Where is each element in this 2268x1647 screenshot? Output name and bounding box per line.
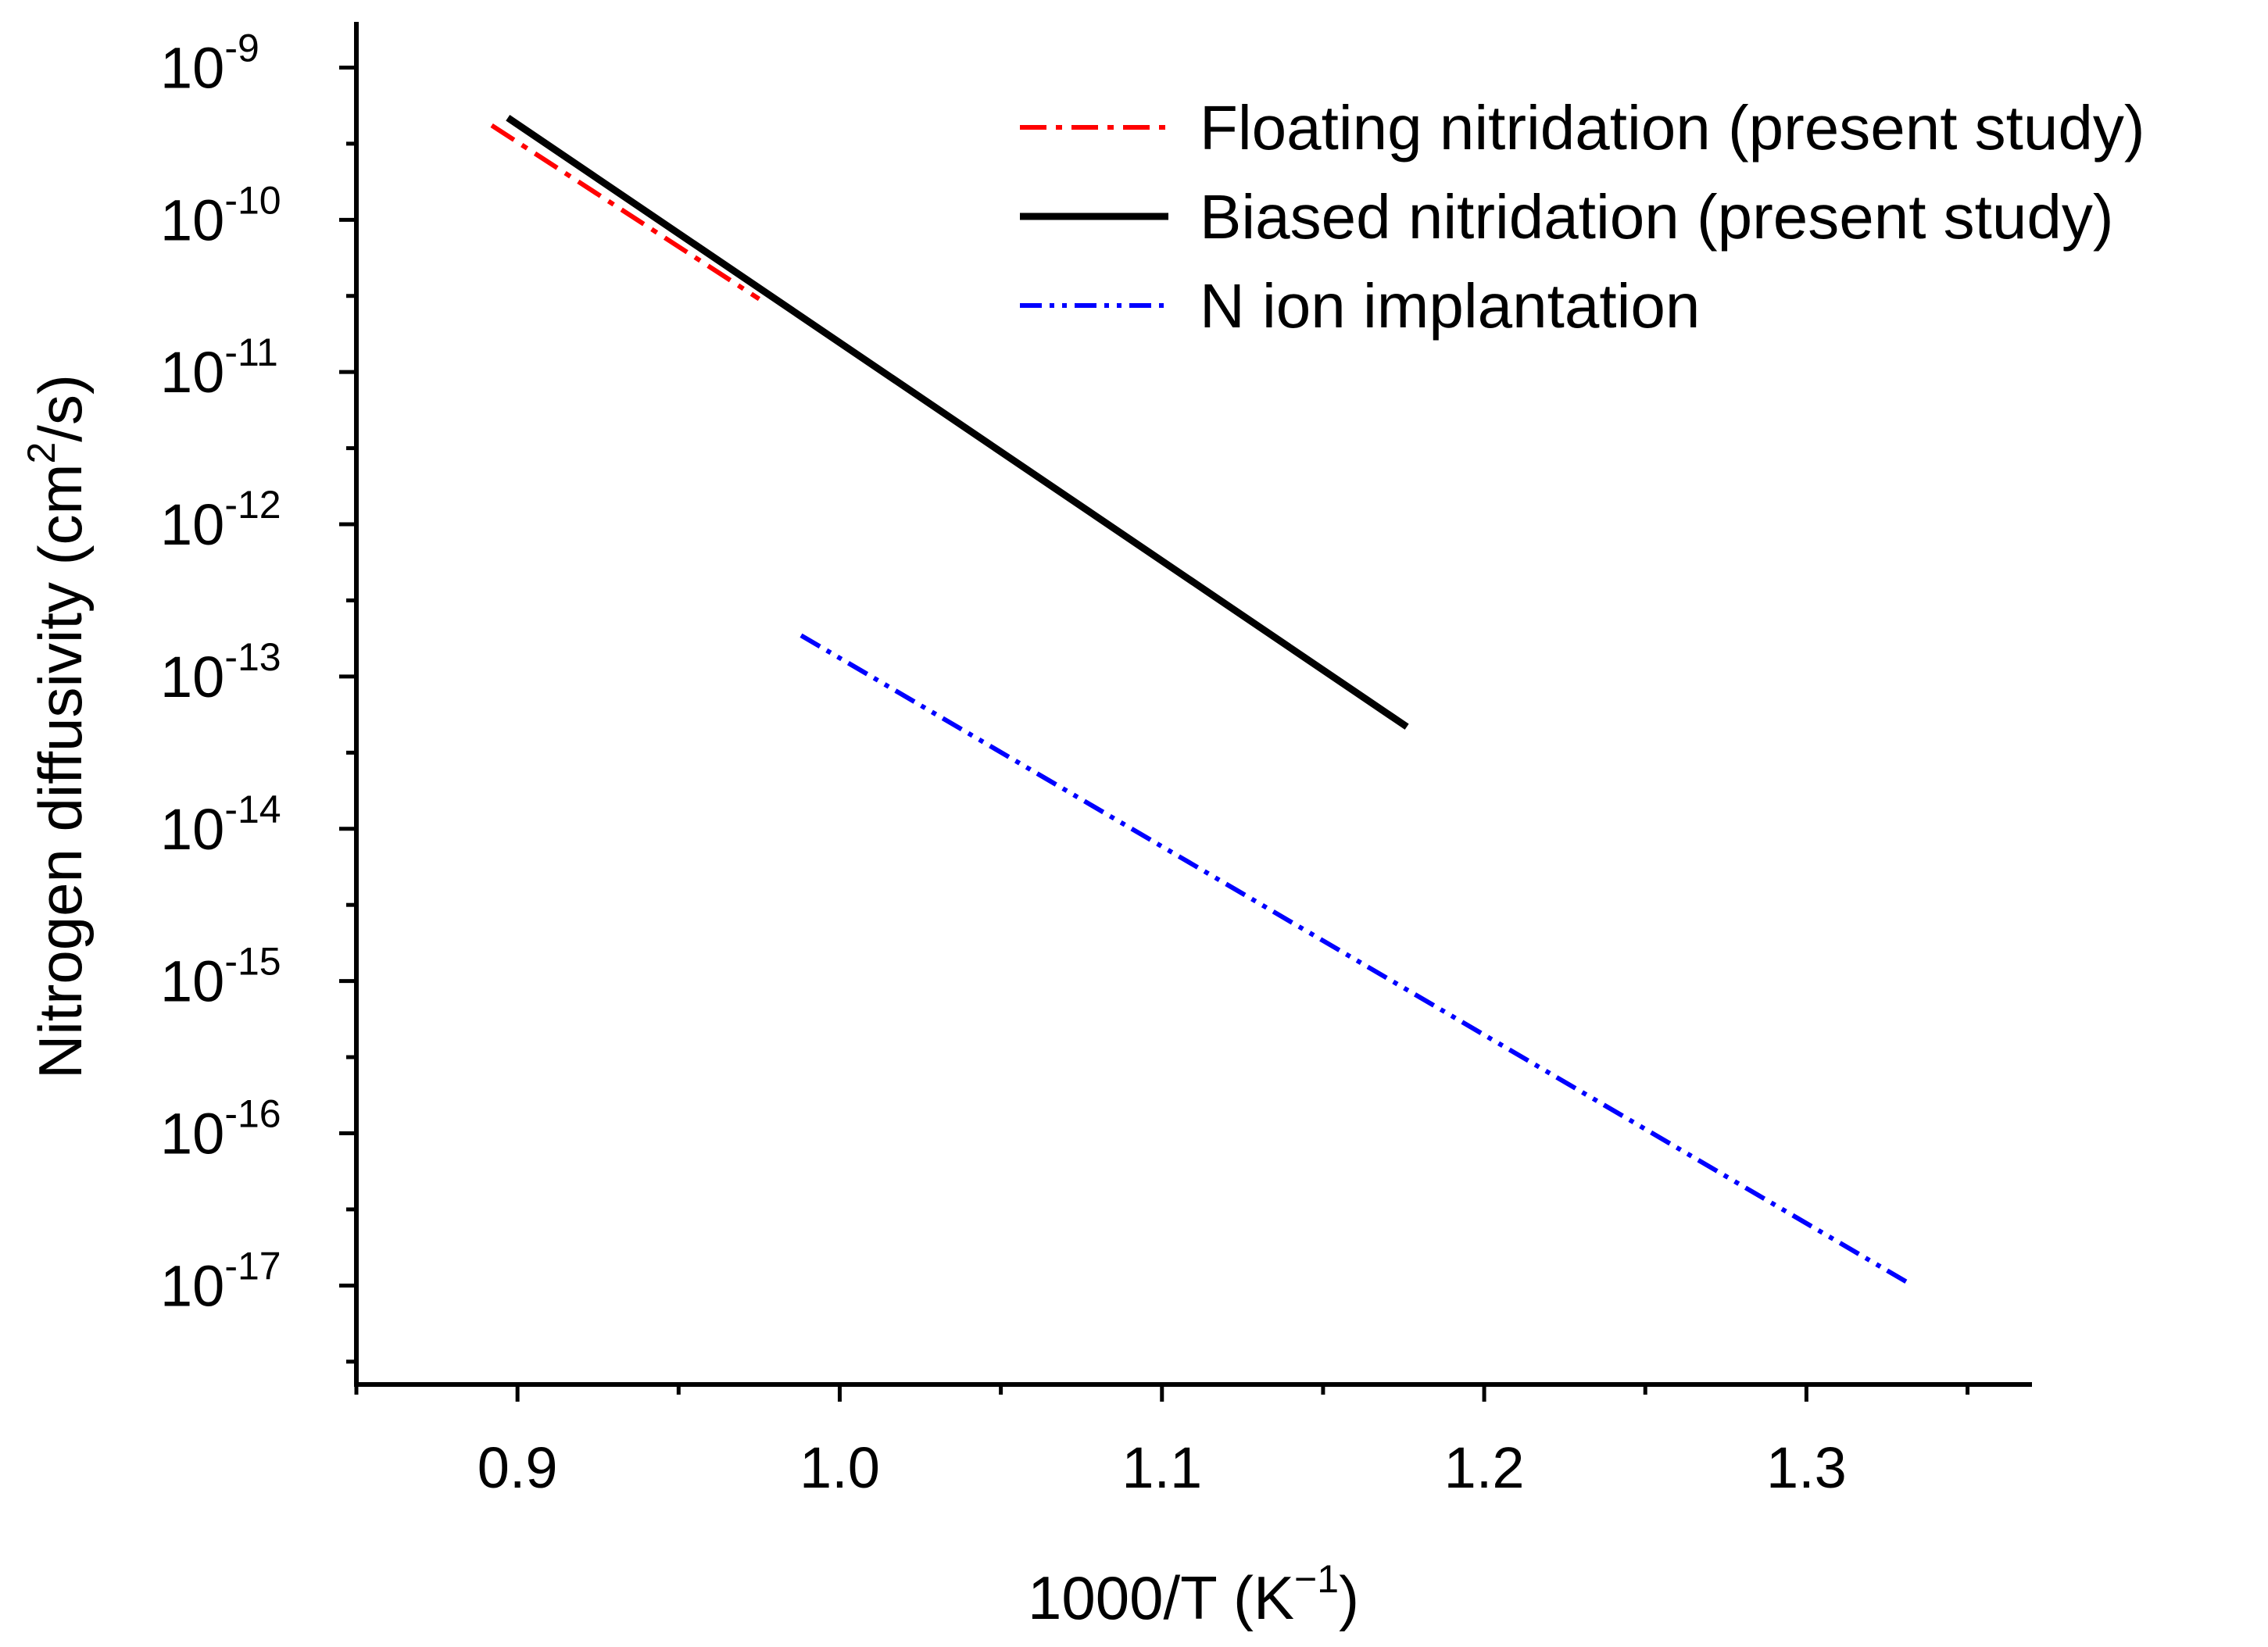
y-axis-title: Nitrogen diffusivity (cm2/s) <box>20 374 95 1079</box>
y-tick-label: 10-16 <box>160 1091 281 1166</box>
series-line-1 <box>490 123 761 302</box>
legend-label-1: Floating nitridation (present study) <box>1200 93 2145 163</box>
legend: Floating nitridation (present study) Bias… <box>1020 93 2145 341</box>
y-tick-label: 10-15 <box>160 940 281 1014</box>
y-tick-label: 10-9 <box>160 26 259 100</box>
x-axis-title: 1000/T (K−1) <box>1028 1557 1359 1632</box>
x-tick-label: 1.0 <box>800 1435 880 1500</box>
y-tick-label: 10-13 <box>160 635 281 709</box>
x-ticks: 0.9 1.0 1.1 1.2 1.3 <box>354 1384 1970 1500</box>
x-tick-label: 1.3 <box>1766 1435 1847 1500</box>
series-line-2 <box>506 115 1409 730</box>
x-tick-label: 1.2 <box>1444 1435 1525 1500</box>
y-ticks: 10-9 10-10 10-11 10-12 10-13 10-14 10-15 10-16 1… <box>160 26 356 1364</box>
series-lines <box>490 115 1914 1288</box>
x-tick-label: 0.9 <box>478 1435 558 1500</box>
x-tick-label: 1.1 <box>1121 1435 1202 1500</box>
y-tick-label: 10-17 <box>160 1244 281 1318</box>
y-tick-label: 10-14 <box>160 788 281 862</box>
y-tick-label: 10-12 <box>160 483 281 557</box>
axes <box>354 22 2032 1387</box>
legend-label-3: N ion implantation <box>1200 271 1700 341</box>
y-tick-label: 10-11 <box>160 330 278 405</box>
series-line-3 <box>800 633 1914 1288</box>
legend-label-2: Biased nitridation (present study) <box>1200 182 2114 252</box>
y-tick-label: 10-10 <box>160 178 281 252</box>
